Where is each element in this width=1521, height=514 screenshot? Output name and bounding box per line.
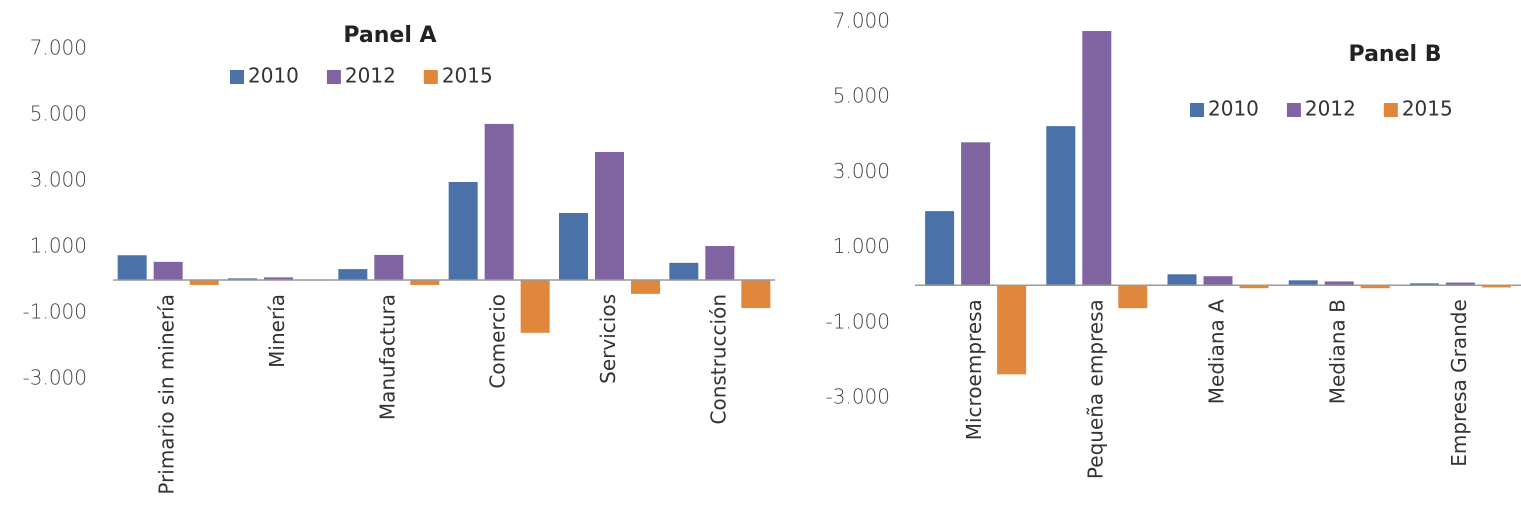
bar xyxy=(961,142,991,286)
bar xyxy=(741,280,771,309)
bar xyxy=(1409,283,1439,286)
bar xyxy=(153,261,183,280)
bar xyxy=(1481,285,1511,288)
legend-swatch xyxy=(1383,103,1398,117)
bar xyxy=(264,277,293,280)
x-tick-label: Servicios xyxy=(596,294,620,384)
bar xyxy=(338,269,368,280)
bar xyxy=(997,285,1027,375)
bar xyxy=(1288,280,1318,286)
chart-title: Panel A xyxy=(343,23,436,48)
bar xyxy=(1203,276,1233,286)
legend-label: 2015 xyxy=(442,64,493,88)
y-tick-label: 5.000 xyxy=(833,84,890,108)
legend-label: 2012 xyxy=(1305,97,1356,121)
legend-swatch xyxy=(1286,103,1301,117)
bar xyxy=(1046,126,1076,286)
bar xyxy=(1324,281,1354,286)
legend-swatch xyxy=(230,70,244,84)
legend-swatch xyxy=(423,70,438,84)
legend-swatch xyxy=(326,70,341,84)
bar xyxy=(1118,285,1148,309)
bar xyxy=(925,211,955,286)
y-tick-label: 5.000 xyxy=(30,102,87,126)
bar xyxy=(228,278,257,280)
bar xyxy=(374,254,404,280)
chart-title: Panel B xyxy=(1349,42,1442,67)
y-tick-label: 7.000 xyxy=(833,9,890,33)
bar xyxy=(520,280,550,333)
bar xyxy=(1239,285,1269,289)
bar xyxy=(559,213,588,280)
legend-label: 2012 xyxy=(345,64,396,88)
x-tick-label: Mediana B xyxy=(1326,299,1350,404)
y-tick-label: 7.000 xyxy=(30,36,87,60)
y-tick-label: -3.000 xyxy=(826,385,890,409)
legend-label: 2015 xyxy=(1402,97,1453,121)
legend-label: 2010 xyxy=(248,64,299,88)
bar xyxy=(669,262,699,280)
bar xyxy=(705,246,735,280)
y-tick-label: 3.000 xyxy=(833,159,890,183)
x-tick-label: Comercio xyxy=(486,294,510,389)
bar xyxy=(189,280,219,285)
legend-swatch xyxy=(1190,103,1204,117)
y-tick-label: 1.000 xyxy=(30,234,87,258)
x-tick-label: Empresa Grande xyxy=(1447,299,1471,467)
x-tick-label: Construcción xyxy=(706,294,730,425)
x-tick-label: Microempresa xyxy=(962,299,986,440)
bar xyxy=(448,181,478,280)
bar xyxy=(1167,274,1197,286)
x-tick-label: Primario sin minería xyxy=(155,294,179,495)
y-tick-label: 3.000 xyxy=(30,168,87,192)
x-tick-label: Pequeña empresa xyxy=(1083,299,1107,479)
bar xyxy=(117,255,147,280)
y-tick-label: -3.000 xyxy=(23,366,87,390)
y-tick-label: -1.000 xyxy=(23,300,87,324)
bar xyxy=(1445,282,1475,286)
y-tick-label: -1.000 xyxy=(826,309,890,333)
bar xyxy=(1360,285,1390,289)
y-tick-label: 1.000 xyxy=(833,234,890,258)
bar xyxy=(484,123,514,280)
bar xyxy=(595,151,624,280)
x-tick-label: Minería xyxy=(265,294,289,368)
x-tick-label: Mediana A xyxy=(1205,299,1229,404)
x-tick-label: Manufactura xyxy=(375,294,399,420)
bar xyxy=(631,280,660,294)
bar xyxy=(410,280,440,285)
bar xyxy=(1082,31,1112,286)
legend-label: 2010 xyxy=(1208,97,1259,121)
